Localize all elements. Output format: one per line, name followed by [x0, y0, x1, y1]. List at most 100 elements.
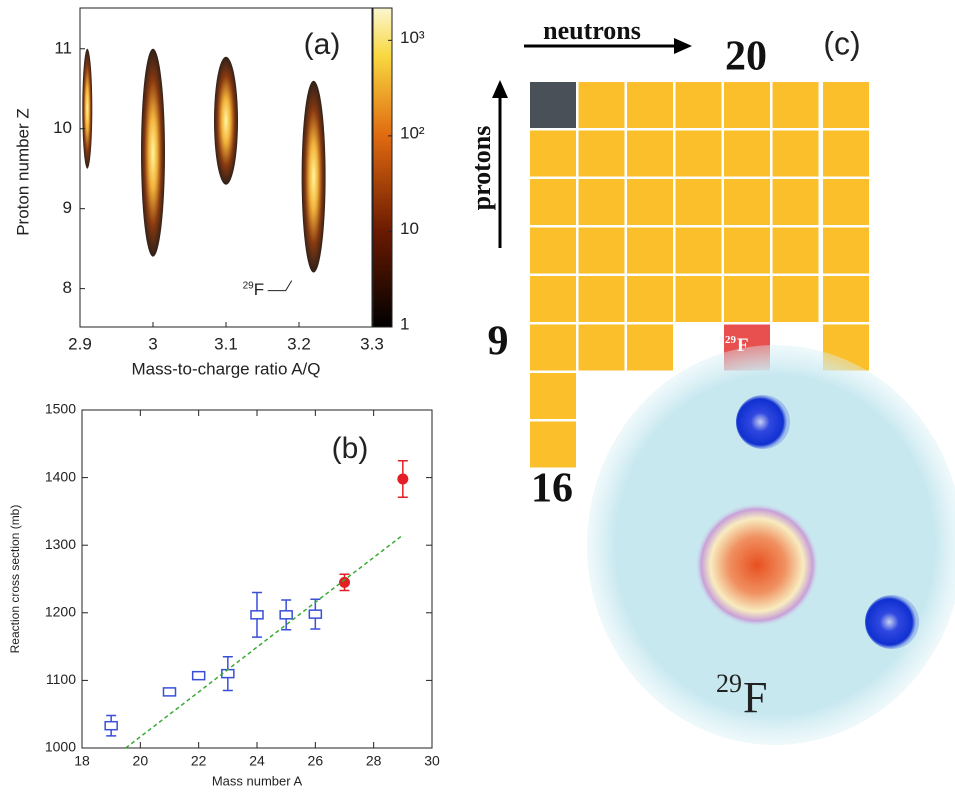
arrow-head [674, 38, 692, 54]
y-tick-label: 1200 [45, 604, 76, 620]
marker [308, 609, 323, 619]
nuclide-cell [675, 276, 722, 322]
nuclide-cell [823, 227, 869, 274]
chart-cells: 29 F [530, 82, 869, 468]
nuclide-cell [578, 130, 625, 177]
x-tick-label: 3.3 [360, 334, 384, 353]
panel-label: (a) [304, 28, 341, 61]
nuclide-cell [627, 227, 673, 274]
y-axis-label: Reaction cross section (mb) [8, 505, 22, 654]
nucleus-symbol: F [743, 673, 767, 722]
x-tick-label: 18 [74, 753, 90, 769]
nuclide-cell [530, 421, 576, 468]
nuclide-cell [675, 82, 722, 128]
colorbar-tick-label: 1 [400, 314, 409, 333]
nuclide-cell [578, 276, 625, 322]
nuclide-cell [627, 324, 673, 371]
panel-label: (b) [332, 432, 369, 465]
x-tick-label: 3 [148, 334, 157, 353]
nuclide-cell [578, 179, 625, 225]
y-tick-label: 1300 [45, 536, 76, 552]
nuclide-cell [627, 179, 673, 225]
cell-symbol: F [737, 335, 749, 356]
nuclide-cell [675, 130, 722, 177]
x-tick-label: 20 [133, 753, 149, 769]
marker [339, 576, 350, 588]
x-axis-label: Mass number A [212, 773, 303, 788]
count-cluster [214, 56, 238, 185]
annotation-symbol: F [254, 280, 264, 299]
protons-label: protons [467, 126, 496, 211]
x-axis-label: Mass-to-charge ratio A/Q [132, 359, 321, 378]
x-tick-label: 3.2 [287, 334, 311, 353]
nuclide-cell [724, 276, 770, 322]
neutron [865, 595, 919, 649]
nuclide-cell [823, 130, 869, 177]
fit-line [125, 534, 404, 749]
nuclide-cell [530, 130, 576, 177]
neutrons-label: neutrons [543, 16, 641, 45]
neutron [736, 395, 790, 449]
nuclide-cell [578, 324, 625, 371]
marker [397, 473, 409, 485]
x-tick-label: 28 [366, 753, 382, 769]
nuclide-cell [724, 179, 770, 225]
nuclide-cell [823, 179, 869, 225]
marker [279, 610, 293, 620]
nuclide-cell [772, 130, 819, 177]
nuclide-cell [675, 227, 722, 274]
nuclide-cell [578, 82, 625, 128]
nuclide-cell [530, 82, 576, 128]
nuclide-cell [627, 82, 673, 128]
y-tick-label: 1100 [46, 671, 76, 687]
nuclide-cell [724, 82, 770, 128]
nuclide-cell [627, 130, 673, 177]
nuclide-cell [823, 276, 869, 322]
count-cluster [141, 48, 165, 257]
x-tick-label: 26 [308, 753, 324, 769]
nuclide-cell [530, 324, 576, 371]
cell-mass: 29 [725, 334, 737, 346]
nucleus-core [695, 503, 819, 627]
nuclide-cell [530, 227, 576, 274]
nuclide-cell [772, 82, 819, 128]
count-cluster [82, 48, 93, 169]
z-label: 9 [488, 319, 509, 365]
nuclide-cell [772, 276, 819, 322]
y-tick-label: 1400 [45, 468, 76, 484]
y-tick-label: 11 [54, 38, 72, 57]
colorbar-tick-label: 10³ [400, 28, 425, 47]
y-tick-label: 1500 [45, 401, 76, 417]
z2-label: 16 [531, 466, 573, 512]
marker [250, 610, 264, 620]
x-tick-label: 2.9 [68, 334, 92, 353]
x-tick-label: 24 [249, 753, 265, 769]
plot-frame [81, 409, 433, 749]
y-tick-label: 10 [53, 118, 72, 137]
count-cluster [301, 80, 326, 273]
colorbar [372, 7, 393, 328]
n-label: 20 [725, 34, 767, 80]
colorbar-tick-label: 10 [400, 219, 419, 238]
plots: 2.9 3 3.1 3.2 3.389101111010²10³(a)Mass-to-c… [8, 7, 440, 788]
x-tick-label: 3.1 [214, 334, 238, 353]
panel-label: (c) [823, 25, 860, 61]
x-tick-label: 30 [424, 753, 440, 769]
nuclide-cell [724, 227, 770, 274]
marker [191, 670, 206, 681]
nuclide-cell [530, 179, 576, 225]
y-tick-label: 1000 [45, 739, 76, 755]
nucleus-mass: 29 [716, 669, 742, 698]
marker [104, 720, 118, 731]
marker [162, 687, 177, 697]
nuclide-cell [724, 130, 770, 177]
y-axis-label: Proton number Z [13, 108, 32, 236]
nuclide-cell [675, 179, 722, 225]
arrow-head [492, 80, 508, 98]
nuclide-cell [823, 82, 869, 128]
y-tick-label: 8 [63, 278, 72, 297]
nuclide-cell [772, 227, 819, 274]
colorbar-tick-label: 10² [400, 123, 425, 142]
annotation-mass: 29 [243, 280, 255, 291]
